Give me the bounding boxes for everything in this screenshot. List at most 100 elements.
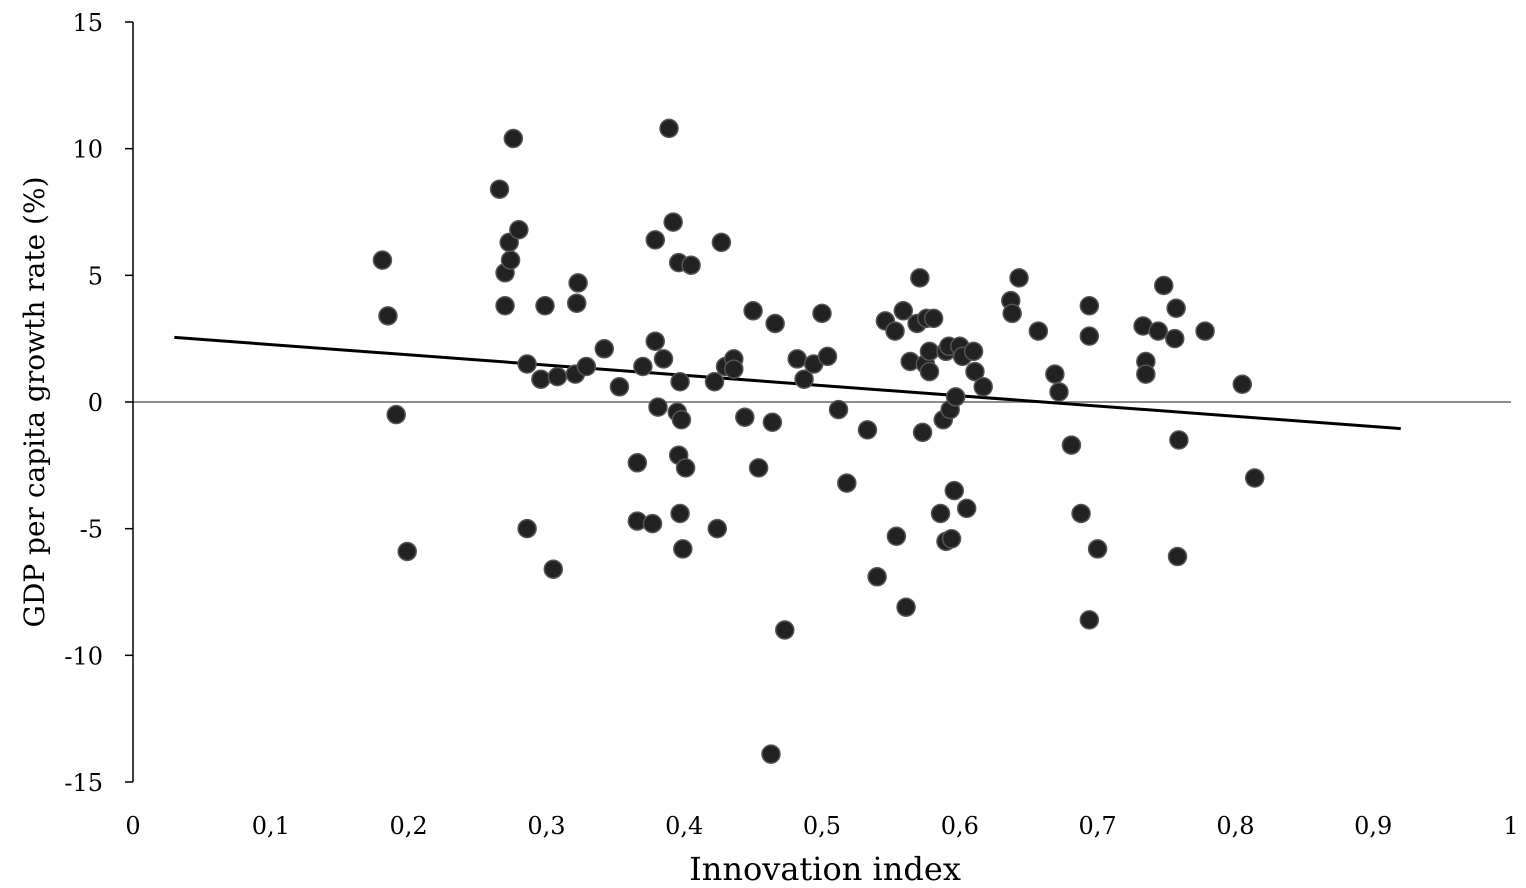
data-point <box>1079 610 1100 630</box>
data-point <box>1148 321 1168 341</box>
data-point <box>735 407 755 427</box>
data-point <box>681 255 701 275</box>
data-point <box>1153 275 1174 296</box>
data-point <box>489 179 510 199</box>
data-point <box>495 295 515 316</box>
data-point <box>547 366 568 387</box>
data-point <box>973 377 993 397</box>
data-point <box>1169 430 1189 450</box>
data-point <box>787 349 807 369</box>
data-point <box>566 293 587 313</box>
data-point <box>675 458 696 478</box>
data-point <box>1165 328 1185 349</box>
data-point <box>762 412 783 433</box>
data-point <box>817 346 838 367</box>
data-point <box>386 404 406 425</box>
data-point <box>372 250 393 270</box>
y-tick-label: 15 <box>72 9 103 37</box>
data-point <box>509 219 529 240</box>
x-tick-label: 1 <box>1503 812 1518 840</box>
data-point <box>1244 468 1265 488</box>
data-point <box>543 559 564 579</box>
y-tick-label: 0 <box>88 389 103 417</box>
data-point <box>568 273 588 293</box>
data-point <box>645 331 666 351</box>
x-tick-label: 0,6 <box>941 812 979 840</box>
y-tick-label: 5 <box>88 262 103 290</box>
data-point <box>930 503 951 524</box>
data-point <box>704 371 725 392</box>
data-point <box>919 361 940 382</box>
data-point <box>397 541 417 562</box>
data-point <box>659 118 679 139</box>
data-point <box>633 356 653 377</box>
data-point <box>653 349 674 369</box>
data-point <box>670 371 690 392</box>
data-point <box>724 359 744 379</box>
data-point <box>576 356 597 377</box>
data-point <box>963 341 984 362</box>
data-point <box>1028 321 1049 341</box>
data-point <box>765 313 785 334</box>
data-point <box>673 539 693 559</box>
data-point <box>594 339 615 359</box>
data-point <box>648 397 668 417</box>
x-tick-label: 0,3 <box>527 812 565 840</box>
data-point <box>627 453 648 473</box>
data-point <box>794 369 814 389</box>
y-tick-label: 10 <box>72 136 103 164</box>
data-point <box>761 744 781 764</box>
data-point <box>663 212 683 232</box>
data-point <box>912 422 933 443</box>
data-point <box>1136 364 1156 384</box>
data-point <box>1195 321 1215 341</box>
data-point <box>893 301 914 321</box>
data-point <box>923 308 944 329</box>
x-tick-label: 0 <box>125 812 140 840</box>
y-tick-label: -5 <box>80 516 103 544</box>
data-point <box>1049 382 1069 402</box>
y-tick-label: -10 <box>64 642 103 670</box>
data-point <box>711 232 732 253</box>
data-point <box>944 480 965 501</box>
data-point <box>535 295 555 316</box>
data-point <box>1061 435 1082 455</box>
data-point <box>775 620 795 640</box>
x-axis-title: Innovation index <box>689 850 961 888</box>
x-tick-label: 0,4 <box>665 812 703 840</box>
x-tick-label: 0,9 <box>1354 812 1392 840</box>
data-point <box>503 128 524 149</box>
x-tick-label: 0,8 <box>1216 812 1254 840</box>
data-point <box>886 526 907 547</box>
data-point <box>919 341 940 362</box>
data-point <box>671 409 692 430</box>
data-point <box>945 387 966 407</box>
data-point <box>670 503 690 524</box>
x-tick-label: 0,7 <box>1079 812 1117 840</box>
data-point <box>857 420 878 440</box>
data-point <box>500 250 521 270</box>
data-point <box>1009 268 1029 288</box>
data-point <box>1079 326 1100 346</box>
data-point <box>910 268 930 288</box>
data-point <box>837 473 857 493</box>
data-point <box>645 230 666 250</box>
data-point <box>1232 374 1253 395</box>
x-tick-label: 0,1 <box>252 812 290 840</box>
data-point <box>1079 295 1100 316</box>
data-point <box>743 301 763 321</box>
data-point <box>517 518 537 539</box>
data-point <box>748 458 769 478</box>
data-point <box>867 567 887 587</box>
data-point <box>531 369 551 389</box>
y-axis-title: GDP per capita growth rate (%) <box>18 176 51 627</box>
data-point <box>517 354 537 374</box>
data-point <box>885 321 905 341</box>
data-point <box>707 518 728 539</box>
data-point <box>965 361 985 382</box>
data-point <box>896 597 916 617</box>
data-point <box>1087 539 1108 559</box>
x-tick-label: 0,2 <box>390 812 428 840</box>
data-point <box>1167 546 1188 567</box>
